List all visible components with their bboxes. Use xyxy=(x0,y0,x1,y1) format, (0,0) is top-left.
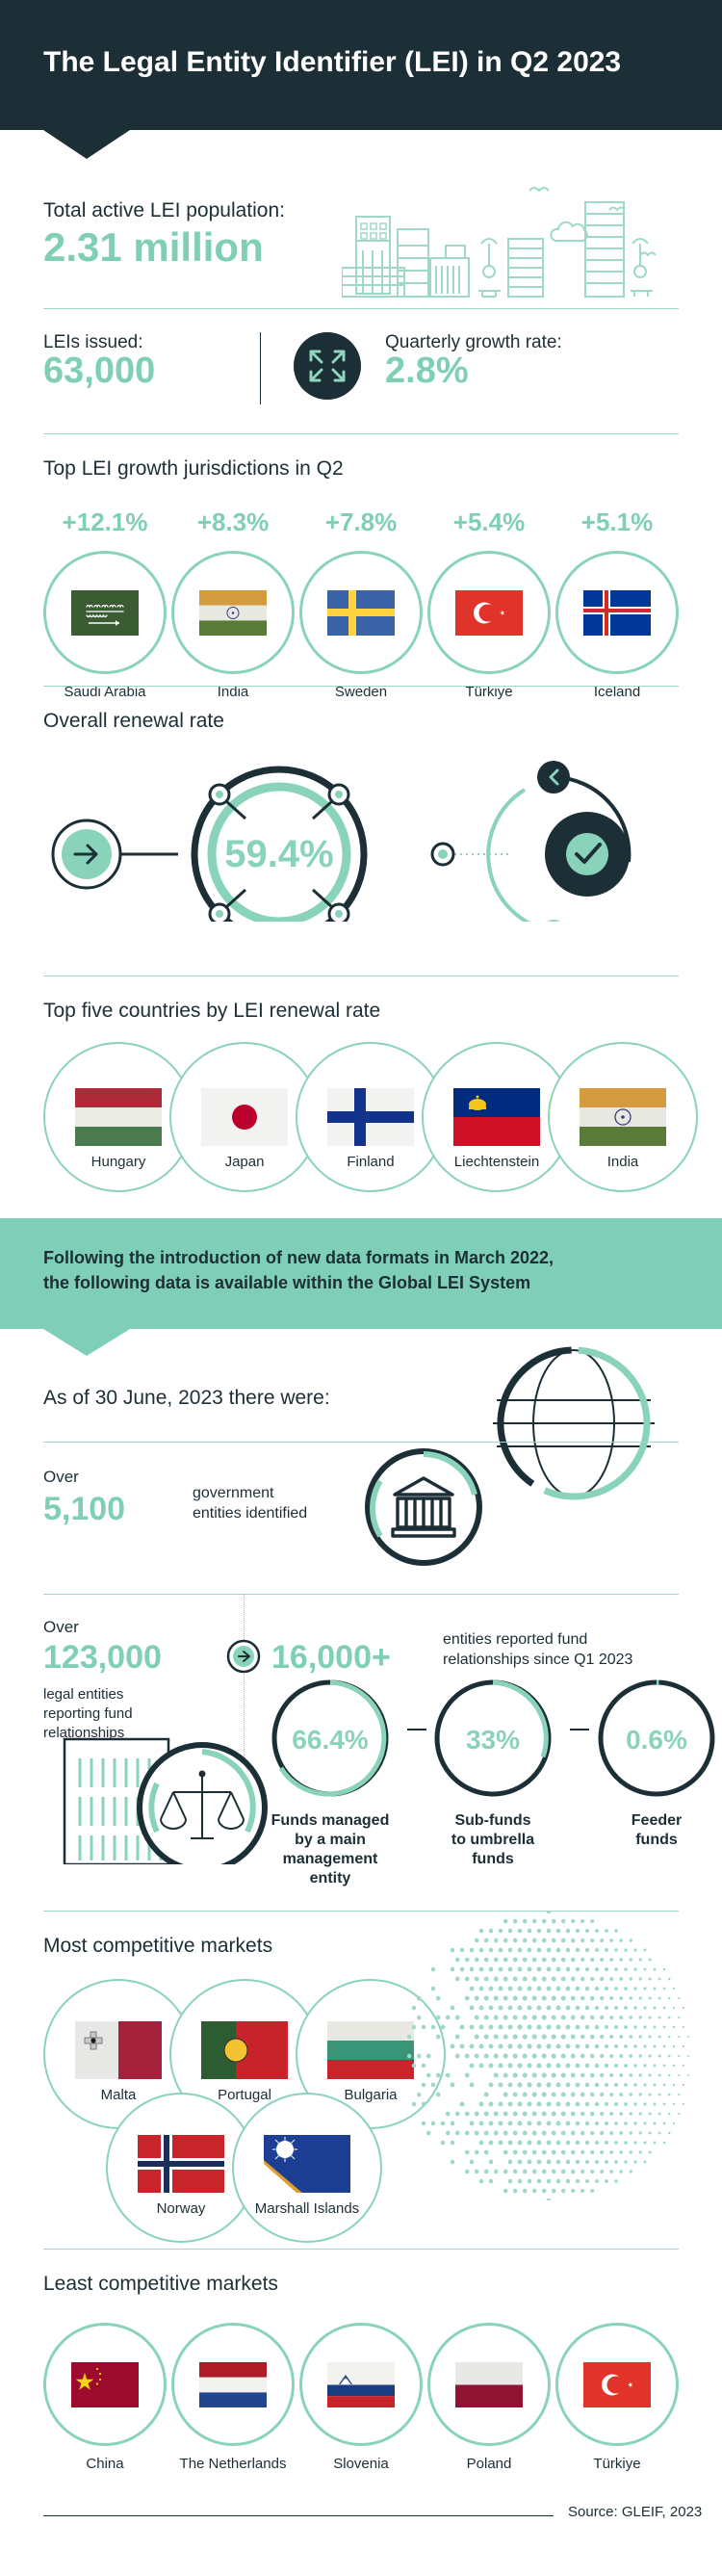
svg-text:33%: 33% xyxy=(466,1725,520,1755)
svg-text:0.6%: 0.6% xyxy=(626,1725,687,1755)
svg-text:59.4%: 59.4% xyxy=(224,833,333,875)
svg-text:66.4%: 66.4% xyxy=(292,1725,368,1755)
